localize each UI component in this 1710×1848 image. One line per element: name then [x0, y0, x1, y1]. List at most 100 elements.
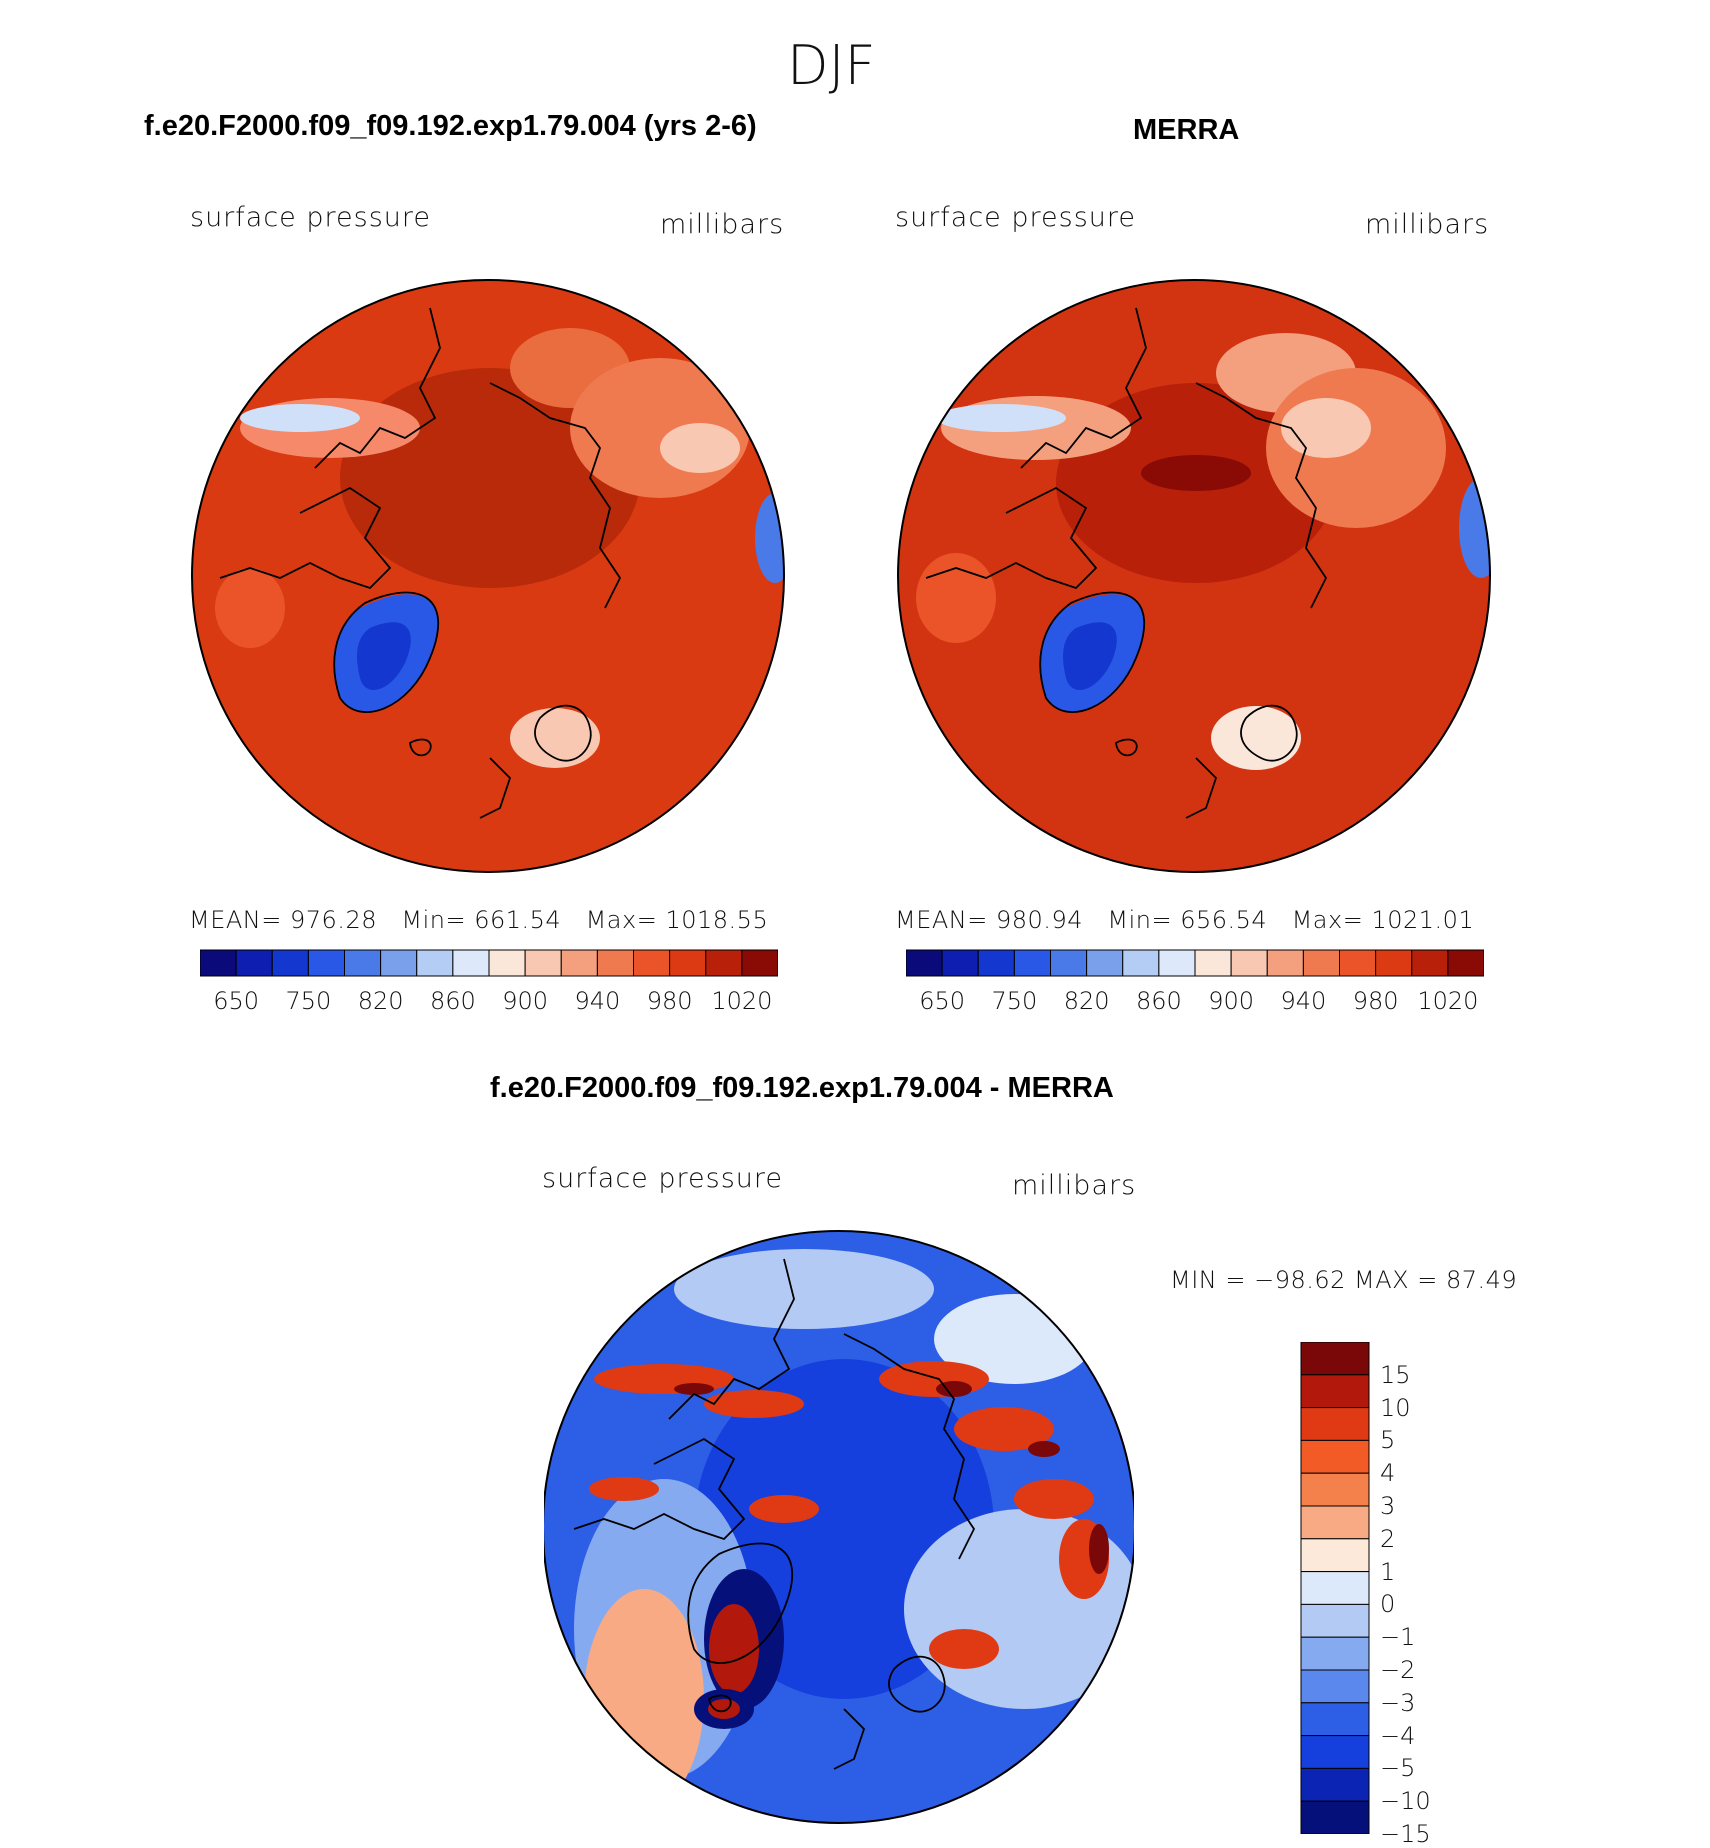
diff-colorbar-segment	[1300, 1603, 1370, 1638]
left-colorbar-segment	[416, 949, 454, 977]
diff-colorbar-segment	[1300, 1439, 1370, 1474]
right-colorbar-segment	[1050, 949, 1088, 977]
right-colorbar-segment	[1122, 949, 1160, 977]
diff-colorbar-tick: 0	[1380, 1590, 1396, 1619]
right-colorbar-ticks: 650 750 820 860 900 940 980 1020	[906, 987, 1484, 1017]
right-colorbar-tick: 820	[1063, 987, 1110, 1015]
right-colorbar-tick: 860	[1135, 987, 1182, 1015]
figure-title: DJF	[787, 34, 876, 97]
diff-colorbar-segment	[1300, 1571, 1370, 1605]
left-colorbar-segment	[524, 949, 562, 977]
diff-colorbar-tick: −1	[1380, 1623, 1416, 1652]
left-colorbar-tick: 980	[646, 987, 693, 1015]
diff-colorbar-tick: −2	[1380, 1656, 1416, 1684]
left-min-value: 661.54	[474, 906, 562, 934]
diff-colorbar-segment	[1300, 1505, 1370, 1540]
diff-colorbar-tick: 1	[1380, 1557, 1396, 1586]
right-colorbar-segment	[906, 949, 943, 977]
diff-colorbar-tick: 4	[1380, 1459, 1396, 1488]
right-max-label: Max=	[1291, 906, 1364, 934]
diff-colorbar-tick: −3	[1380, 1688, 1416, 1717]
right-variable-label: surface pressure	[895, 202, 1136, 233]
diff-colorbar-tick: 3	[1380, 1492, 1396, 1520]
right-panel-heading: MERRA	[1133, 114, 1240, 146]
right-min-label: Min=	[1107, 906, 1173, 934]
left-colorbar-segment	[596, 949, 634, 977]
left-colorbar-segment	[200, 949, 237, 977]
left-colorbar-segment	[271, 949, 309, 977]
diff-colorbar-tick: 10	[1380, 1393, 1411, 1422]
right-colorbar-segment	[1266, 949, 1304, 977]
right-colorbar-segment	[1230, 949, 1268, 977]
right-colorbar-segment	[1013, 949, 1051, 977]
right-colorbar	[906, 949, 1484, 977]
left-panel-heading: f.e20.F2000.f09_f09.192.exp1.79.004 (yrs…	[144, 110, 757, 142]
diff-colorbar-tick: −15	[1380, 1820, 1431, 1848]
diff-units-label: millibars	[1012, 1170, 1137, 1201]
left-colorbar-tick: 750	[285, 987, 332, 1015]
left-colorbar-segment	[235, 949, 273, 977]
right-mean-label: MEAN=	[895, 906, 988, 934]
right-colorbar-segment	[1086, 949, 1124, 977]
left-colorbar-tick: 820	[357, 987, 404, 1015]
right-colorbar-tick: 750	[991, 987, 1038, 1015]
right-colorbar-tick: 940	[1280, 987, 1327, 1015]
left-mean-value: 976.28	[290, 906, 377, 934]
left-colorbar-tick: 940	[574, 987, 621, 1015]
left-colorbar-segment	[452, 949, 490, 977]
right-min-value: 656.54	[1180, 906, 1268, 934]
right-stats: MEAN= 980.94 Min= 656.54 Max= 1021.01	[895, 906, 1474, 934]
right-max-value: 1021.01	[1371, 906, 1475, 934]
left-colorbar-segment	[741, 949, 778, 977]
left-colorbar	[200, 949, 778, 977]
left-colorbar-segment	[488, 949, 526, 977]
left-min-label: Min=	[401, 906, 467, 934]
right-colorbar-tick: 1020	[1417, 987, 1479, 1015]
left-colorbar-tick: 650	[213, 987, 260, 1015]
right-polar-map	[897, 279, 1491, 873]
diff-colorbar-segment	[1300, 1669, 1370, 1704]
right-colorbar-segment	[1411, 949, 1449, 977]
left-max-label: Max=	[585, 906, 658, 934]
left-colorbar-segment	[307, 949, 345, 977]
right-colorbar-segment	[941, 949, 979, 977]
diff-colorbar-segment	[1300, 1538, 1370, 1573]
diff-colorbar-segment	[1300, 1472, 1370, 1507]
left-colorbar-segment	[705, 949, 743, 977]
diff-colorbar	[1300, 1342, 1370, 1834]
right-mean-value: 980.94	[996, 906, 1083, 934]
diff-colorbar-segment	[1300, 1407, 1370, 1441]
left-mean-label: MEAN=	[189, 906, 282, 934]
left-colorbar-tick: 860	[429, 987, 476, 1015]
diff-colorbar-segment	[1300, 1636, 1370, 1671]
diff-colorbar-tick: −4	[1380, 1721, 1416, 1750]
right-colorbar-segment	[1339, 949, 1377, 977]
right-colorbar-tick: 900	[1208, 987, 1255, 1015]
left-variable-label: surface pressure	[190, 202, 431, 233]
diff-colorbar-segment	[1300, 1374, 1370, 1409]
right-colorbar-segment	[1194, 949, 1232, 977]
diff-variable-label: surface pressure	[542, 1163, 783, 1194]
diff-colorbar-segment	[1300, 1767, 1370, 1802]
diff-colorbar-segment	[1300, 1800, 1370, 1834]
left-polar-map	[191, 279, 785, 873]
diff-colorbar-tick: −5	[1380, 1754, 1416, 1783]
left-units-label: millibars	[660, 209, 785, 240]
diff-panel-heading: f.e20.F2000.f09_f09.192.exp1.79.004 - ME…	[490, 1072, 1114, 1104]
left-colorbar-tick: 900	[502, 987, 549, 1015]
diff-colorbar-tick: 15	[1380, 1360, 1411, 1389]
right-colorbar-segment	[1158, 949, 1196, 977]
diff-colorbar-ticks: 15 10 5 4 3 2 1 0 −1 −2 −3 −4 −5 −10 −15	[1380, 1342, 1460, 1848]
diff-colorbar-segment	[1300, 1702, 1370, 1737]
diff-colorbar-segment	[1300, 1735, 1370, 1769]
left-colorbar-segment	[669, 949, 707, 977]
left-colorbar-tick: 1020	[711, 987, 773, 1015]
diff-colorbar-tick: 5	[1380, 1426, 1396, 1455]
diff-colorbar-segment	[1300, 1342, 1370, 1376]
left-colorbar-segment	[380, 949, 418, 977]
right-colorbar-segment	[1302, 949, 1340, 977]
left-colorbar-ticks: 650 750 820 860 900 940 980 1020	[200, 987, 778, 1017]
diff-colorbar-tick: 2	[1380, 1524, 1396, 1553]
diff-minmax: MIN = −98.62 MAX = 87.49	[1170, 1266, 1518, 1294]
right-colorbar-tick: 980	[1352, 987, 1399, 1015]
